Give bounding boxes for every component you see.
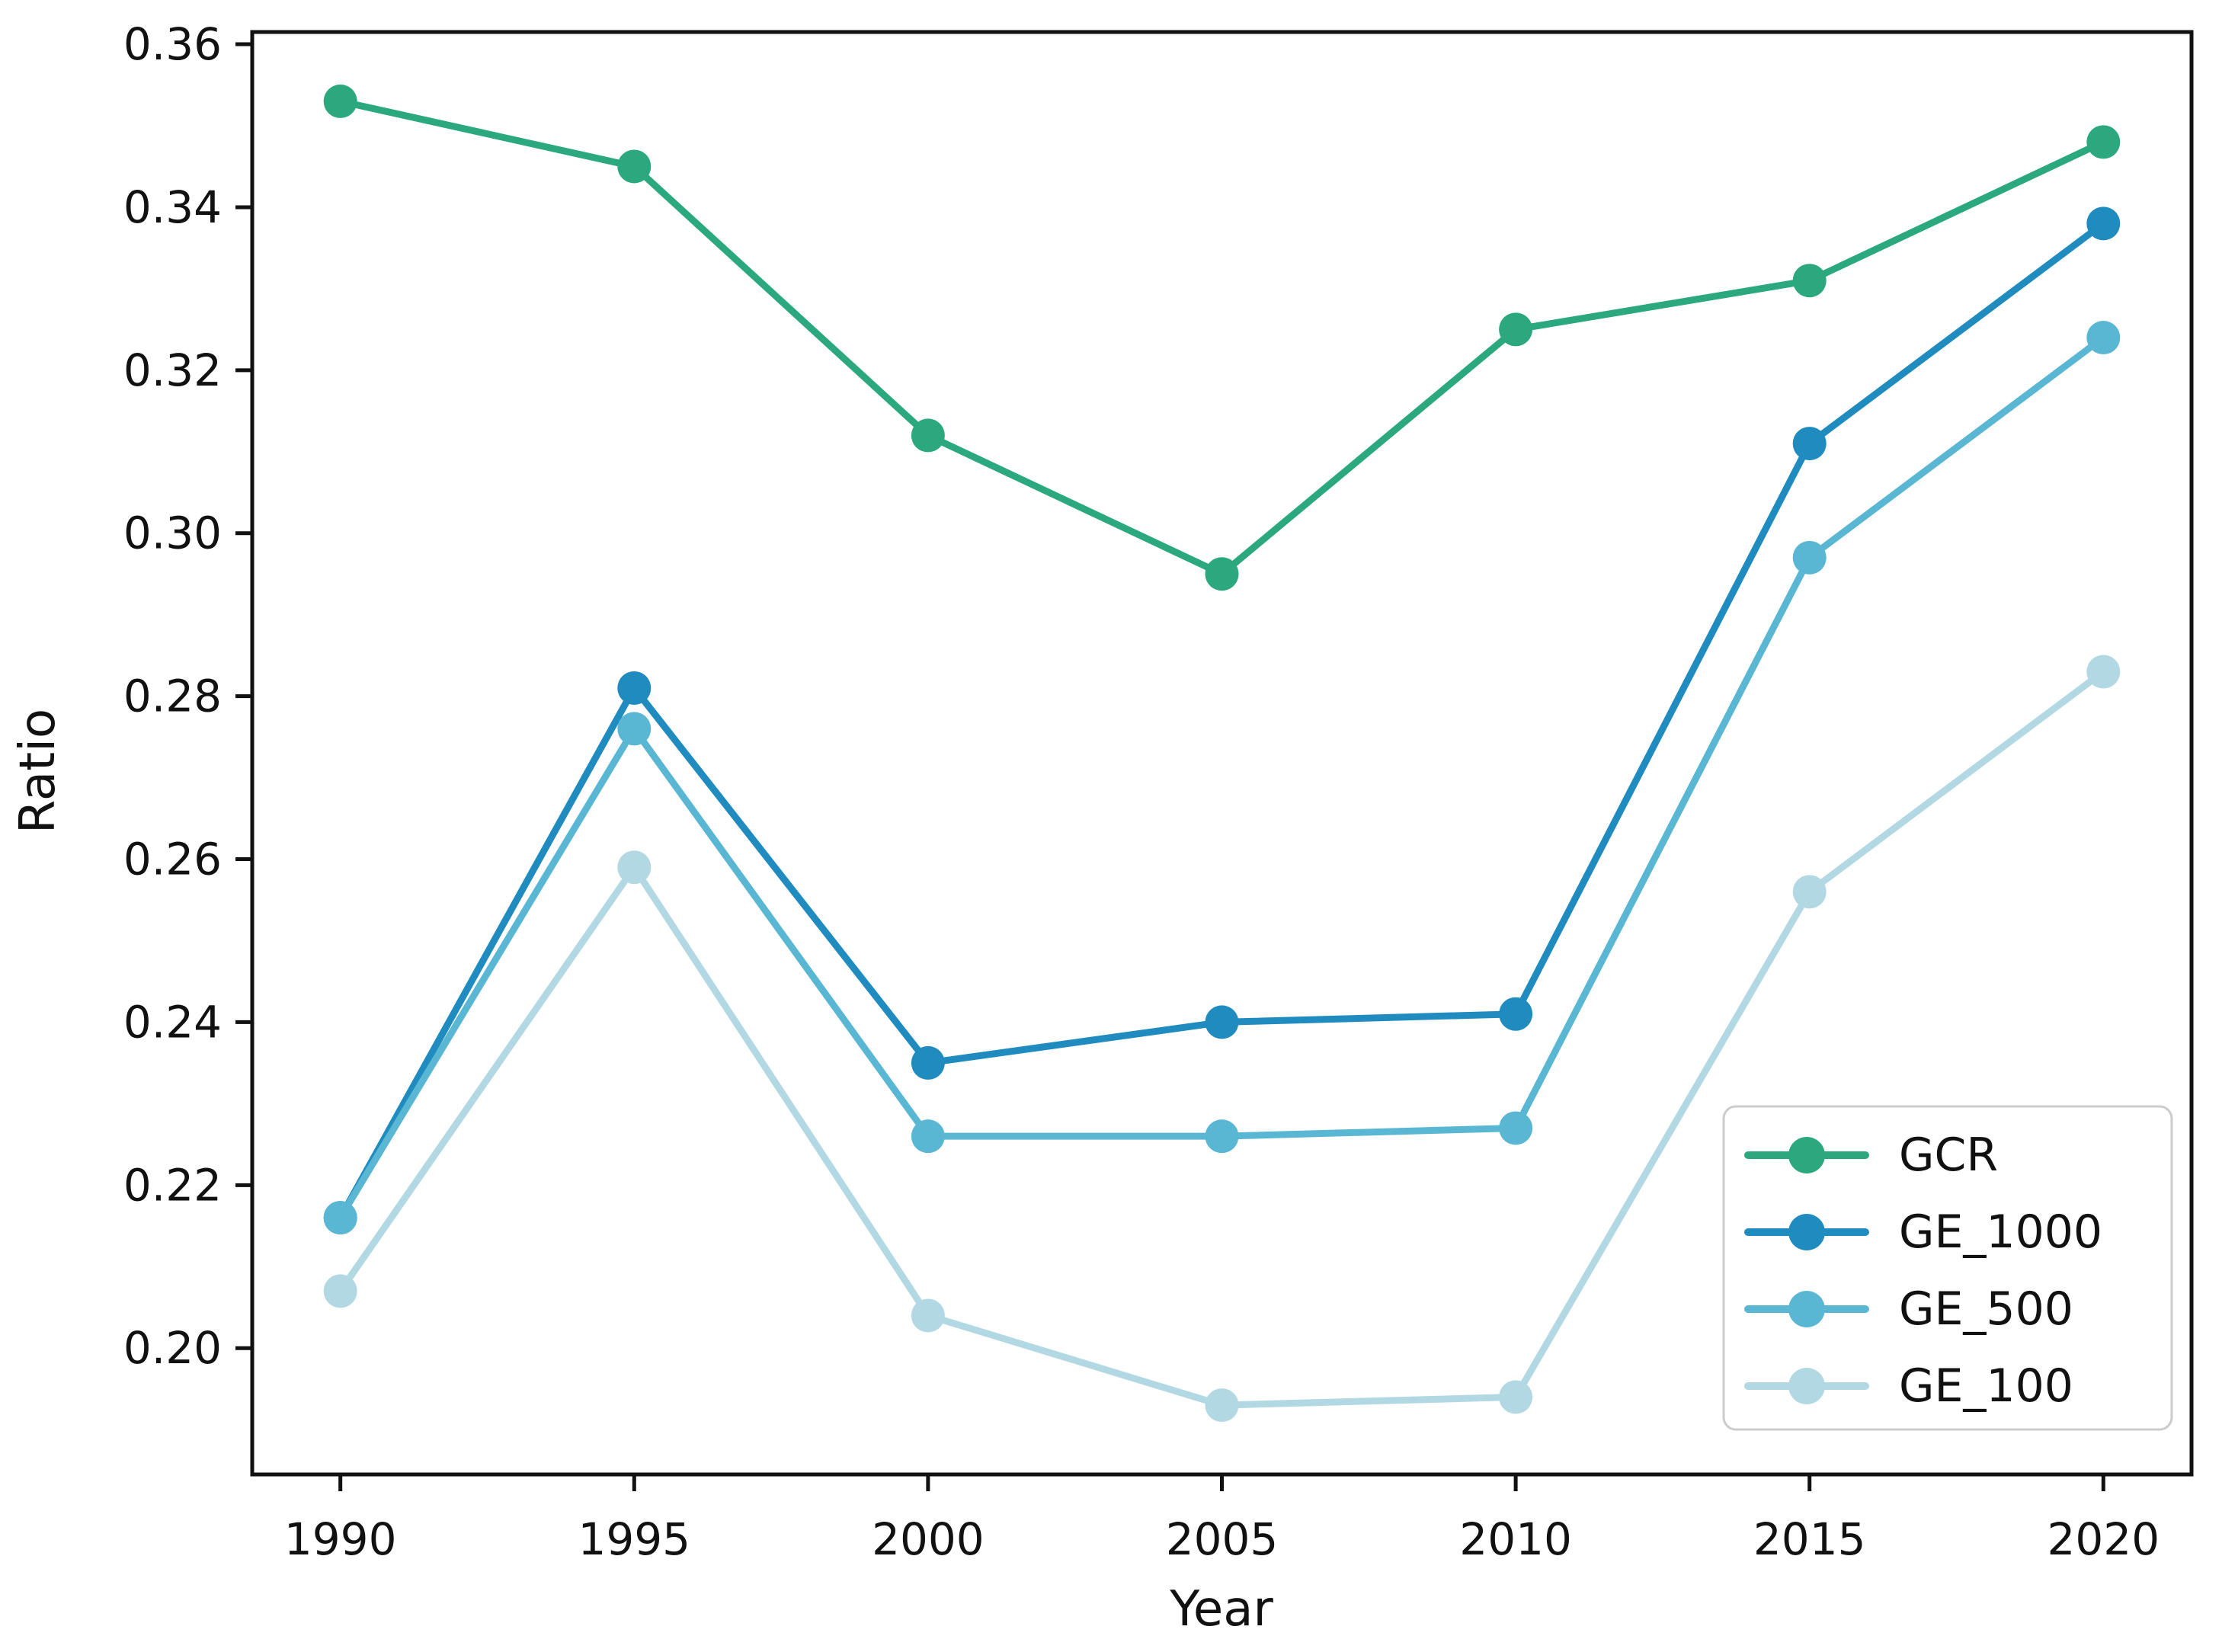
series-line-GE_1000 xyxy=(337,219,2107,1221)
data-point-GE_500 xyxy=(911,1119,945,1154)
y-tick-label: 0.24 xyxy=(123,996,222,1048)
y-axis-title: Ratio xyxy=(10,708,66,834)
y-tick-label: 0.26 xyxy=(123,834,222,885)
data-point-GCR xyxy=(1792,264,1827,298)
data-point-GE_500 xyxy=(323,1201,357,1235)
data-point-GE_100 xyxy=(323,1274,357,1308)
legend-label-GE_100: GE_100 xyxy=(1899,1359,2073,1413)
data-point-GE_100 xyxy=(1499,1380,1533,1414)
x-tick-label: 2000 xyxy=(872,1513,985,1565)
data-point-GE_1000 xyxy=(911,1045,945,1080)
data-point-GE_100 xyxy=(617,850,652,885)
y-tick-label: 0.30 xyxy=(123,507,222,559)
y-tick-label: 0.22 xyxy=(123,1159,222,1211)
data-point-GE_500 xyxy=(617,712,652,746)
x-tick-label: 2010 xyxy=(1459,1513,1572,1565)
data-point-GE_1000 xyxy=(1499,997,1533,1031)
data-point-GE_100 xyxy=(911,1298,945,1333)
legend-marker-GE_1000 xyxy=(1788,1214,1825,1250)
x-tick-label: 1995 xyxy=(578,1513,690,1565)
x-tick-label: 2015 xyxy=(1753,1513,1866,1565)
data-point-GE_100 xyxy=(2086,655,2121,689)
data-point-GCR xyxy=(911,418,945,453)
x-tick-label: 1990 xyxy=(284,1513,397,1565)
legend-label-GCR: GCR xyxy=(1899,1129,1998,1182)
legend-marker-GE_100 xyxy=(1788,1368,1825,1404)
legend-marker-GE_500 xyxy=(1788,1291,1825,1327)
data-point-GE_1000 xyxy=(2086,206,2121,241)
y-tick-label: 0.28 xyxy=(123,671,222,722)
y-tick-label: 0.36 xyxy=(123,18,222,70)
y-tick-label: 0.32 xyxy=(123,344,222,396)
series-line-GCR xyxy=(337,98,2107,578)
data-point-GCR xyxy=(1205,557,1239,591)
legend-label-GE_1000: GE_1000 xyxy=(1899,1205,2102,1259)
y-tick-label: 0.20 xyxy=(123,1322,222,1374)
x-tick-label: 2005 xyxy=(1166,1513,1279,1565)
data-point-GE_500 xyxy=(1205,1119,1239,1154)
data-point-GE_500 xyxy=(1792,540,1827,575)
x-axis-title: Year xyxy=(1170,1581,1273,1638)
data-point-GCR xyxy=(617,149,652,184)
legend-box xyxy=(1722,1105,2173,1431)
x-tick-label: 2020 xyxy=(2048,1513,2160,1565)
data-point-GE_100 xyxy=(1792,875,1827,909)
data-point-GE_100 xyxy=(1205,1388,1239,1423)
data-point-GCR xyxy=(323,84,357,118)
data-point-GE_1000 xyxy=(1792,427,1827,461)
data-point-GCR xyxy=(1499,312,1533,347)
data-point-GE_1000 xyxy=(1205,1005,1239,1039)
data-point-GCR xyxy=(2086,125,2121,159)
legend-label-GE_500: GE_500 xyxy=(1899,1282,2073,1336)
series-line-GE_500 xyxy=(337,334,2107,1221)
data-point-GE_1000 xyxy=(617,671,652,705)
data-point-GE_500 xyxy=(2086,321,2121,355)
data-point-GE_500 xyxy=(1499,1111,1533,1145)
legend-marker-GCR xyxy=(1788,1137,1825,1173)
y-tick-label: 0.34 xyxy=(123,181,222,233)
